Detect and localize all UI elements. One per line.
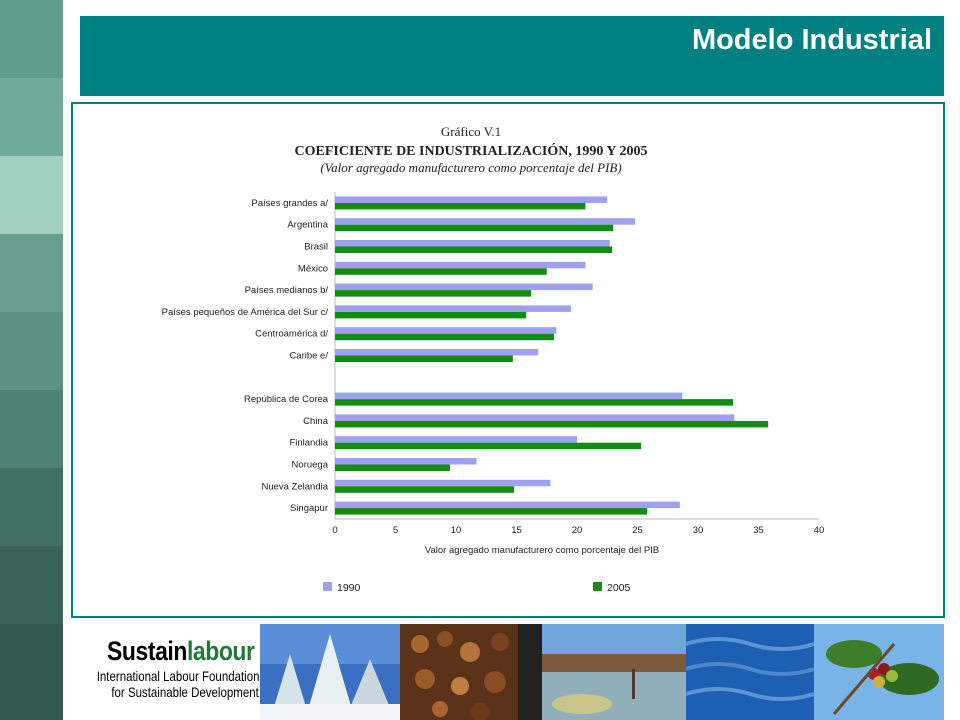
- category-label: Noruega: [292, 460, 329, 471]
- snowy-forest-photo: [260, 624, 400, 720]
- bar-2005: [335, 355, 513, 362]
- category-label: Países pequeños de América del Sur c/: [162, 307, 329, 318]
- legend-label-1990: 1990: [337, 582, 361, 594]
- x-tick-label: 35: [753, 525, 764, 536]
- org-name-line1: International Labour Foundation: [96, 668, 259, 684]
- bar-1990: [335, 349, 539, 356]
- logo-wordmark: Sustainlabour: [107, 636, 255, 667]
- x-axis-label: Valor agregado manufacturero como porcen…: [425, 545, 659, 556]
- bar-1990: [335, 240, 610, 247]
- sustainlabour-logo: Sustainlabour International Labour Found…: [63, 628, 263, 720]
- x-tick-label: 0: [332, 525, 337, 536]
- photo-strip: [260, 624, 944, 720]
- category-label: México: [298, 263, 328, 274]
- category-label: Finlandia: [289, 438, 328, 449]
- bar-chart: Gráfico V.1 COEFICIENTE DE INDUSTRIALIZA…: [162, 124, 825, 594]
- category-label: Nueva Zelandia: [261, 481, 328, 492]
- category-label: Brasil: [304, 242, 328, 253]
- figure-label: Gráfico V.1: [441, 124, 501, 139]
- bar-1990: [335, 327, 557, 334]
- wetland-photo: [542, 624, 686, 720]
- category-label: Países grandes a/: [251, 198, 328, 209]
- bar-1990: [335, 392, 683, 400]
- bar-1990: [335, 479, 551, 487]
- bar-1990: [335, 305, 571, 312]
- x-tick-label: 20: [572, 525, 583, 536]
- legend-label-2005: 2005: [607, 582, 631, 594]
- bar-1990: [335, 218, 636, 225]
- category-label: Singapur: [290, 503, 328, 514]
- x-tick-label: 40: [814, 525, 825, 536]
- category-label: Argentina: [287, 220, 328, 231]
- logo-part2: labour: [187, 636, 255, 666]
- category-label: China: [303, 416, 329, 427]
- x-tick-label: 25: [632, 525, 643, 536]
- bar-1990: [335, 458, 477, 465]
- chart-frame: Gráfico V.1 COEFICIENTE DE INDUSTRIALIZA…: [71, 102, 945, 618]
- legend-swatch-2005: [593, 582, 602, 591]
- header-bar: Modelo Industrial: [80, 16, 944, 96]
- bar-1990: [335, 436, 577, 443]
- bar-2005: [335, 290, 532, 297]
- water-surface-photo: [686, 624, 814, 720]
- page-title: Modelo Industrial: [691, 24, 932, 56]
- bar-2005: [335, 224, 614, 232]
- firewood-photo: [400, 624, 542, 720]
- legend-swatch-1990: [323, 582, 332, 591]
- bar-2005: [335, 311, 527, 319]
- x-tick-label: 15: [511, 525, 522, 536]
- bar-1990: [335, 196, 608, 203]
- bar-2005: [335, 399, 734, 406]
- org-name-line2: for Sustainable Development: [111, 684, 259, 700]
- bar-1990: [335, 283, 593, 291]
- logo-part1: Sustain: [107, 636, 188, 666]
- bar-2005: [335, 246, 613, 253]
- bar-2005: [335, 508, 648, 515]
- chart-title: COEFICIENTE DE INDUSTRIALIZACIÓN, 1990 Y…: [295, 142, 648, 159]
- x-tick-label: 30: [693, 525, 704, 536]
- coffee-berries-photo: [814, 624, 944, 720]
- chart-subtitle: (Valor agregado manufacturero como porce…: [320, 160, 621, 175]
- left-decorative-stripe: [0, 0, 63, 720]
- bar-2005: [335, 420, 769, 428]
- category-label: Centroamérica d/: [255, 329, 328, 340]
- category-label: Caribe e/: [289, 351, 328, 362]
- category-label: Países medianos b/: [245, 285, 329, 296]
- x-tick-label: 5: [393, 525, 398, 536]
- category-label: República de Corea: [244, 394, 329, 405]
- bar-2005: [335, 202, 586, 210]
- bar-2005: [335, 464, 450, 471]
- bar-2005: [335, 442, 642, 450]
- bar-2005: [335, 268, 547, 275]
- bar-1990: [335, 501, 680, 509]
- bar-1990: [335, 261, 586, 269]
- bar-2005: [335, 486, 515, 493]
- x-tick-label: 10: [451, 525, 462, 536]
- bar-1990: [335, 414, 735, 421]
- bar-2005: [335, 333, 555, 341]
